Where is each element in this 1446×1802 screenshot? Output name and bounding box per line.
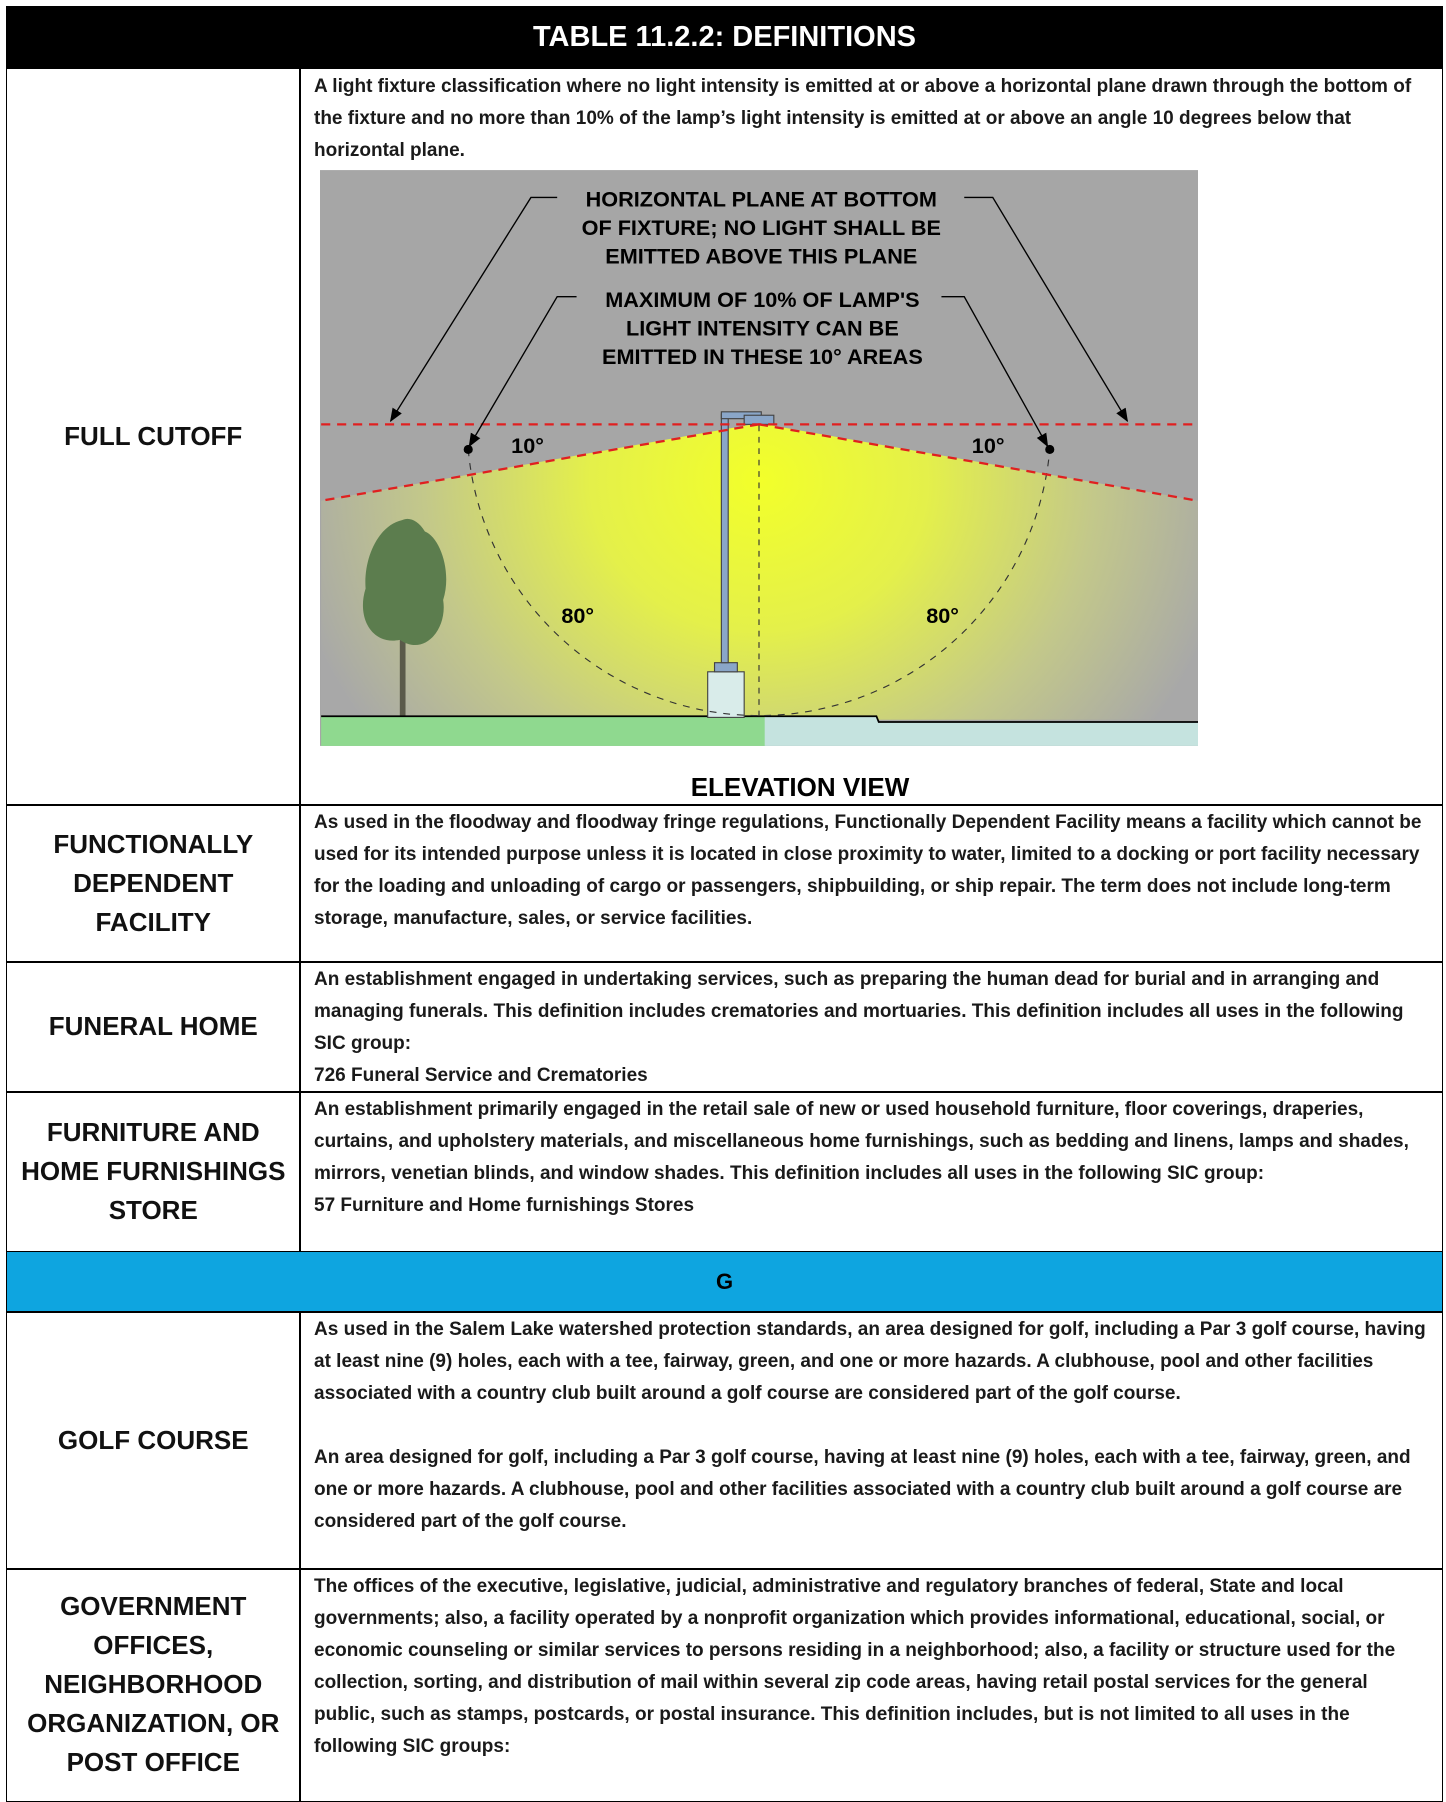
figure-label: EMITTED IN THESE 10° AREAS <box>602 344 923 369</box>
term-cell: FURNITURE AND HOME FURNISHINGS STORE <box>6 1091 301 1253</box>
point <box>463 444 473 455</box>
term-cell: GOLF COURSE <box>6 1311 301 1570</box>
definition-paragraph: The offices of the executive, legislativ… <box>314 1576 1396 1757</box>
definition-cell: An establishment engaged in undertaking … <box>299 961 1443 1093</box>
figure-label: 10° <box>972 433 1005 458</box>
figure-label: MAXIMUM OF 10% OF LAMP'S <box>605 287 919 312</box>
figure-label: OF FIXTURE; NO LIGHT SHALL BE <box>582 215 941 240</box>
ground-line <box>321 715 1198 723</box>
figure-label: EMITTED ABOVE THIS PLANE <box>605 244 917 269</box>
ground-pavement <box>764 716 1198 746</box>
term-cell: FUNCTIONALLY DEPENDENT FACILITY <box>6 804 301 963</box>
definition-cell: An establishment primarily engaged in th… <box>299 1091 1443 1253</box>
definition-paragraph: 57 Furniture and Home furnishings Stores <box>314 1195 695 1216</box>
definition-paragraph: An area designed for golf, including a P… <box>314 1447 1411 1532</box>
pole <box>720 413 729 664</box>
cutoff-right <box>758 423 1198 502</box>
definition-cell: A light fixture classification where no … <box>299 68 1443 806</box>
term-cell: FUNERAL HOME <box>6 961 301 1093</box>
pole-base <box>707 671 745 718</box>
full-cutoff-diagram: HORIZONTAL PLANE AT BOTTOM OF FIXTURE; NO… <box>320 170 1198 746</box>
leader-line <box>389 196 558 423</box>
section-row: G <box>6 1251 1443 1313</box>
definition-cell: The offices of the executive, legislativ… <box>299 1568 1443 1802</box>
definition-paragraph: As used in the Salem Lake watershed prot… <box>314 1319 1426 1404</box>
pole-collar <box>713 662 738 673</box>
ground-grass <box>321 716 766 746</box>
definition-paragraph: 726 Funeral Service and Crematories <box>314 1065 648 1086</box>
definition-paragraph: As used in the floodway and floodway fri… <box>314 812 1422 929</box>
definition-paragraph: An establishment engaged in undertaking … <box>314 969 1404 1054</box>
definition-cell: As used in the Salem Lake watershed prot… <box>299 1311 1443 1570</box>
point <box>1045 444 1055 455</box>
leader-line <box>468 295 577 448</box>
figure-caption: ELEVATION VIEW <box>690 772 910 802</box>
term-cell: GOVERNMENT OFFICES, NEIGHBORHOOD ORGANIZ… <box>6 1568 301 1802</box>
luminaire <box>743 414 775 425</box>
table-title: TABLE 11.2.2: DEFINITIONS <box>6 6 1443 69</box>
figure-label: HORIZONTAL PLANE AT BOTTOM <box>586 187 937 212</box>
tree-trunk <box>399 622 406 718</box>
term-cell: FULL CUTOFF <box>6 68 301 806</box>
figure-label: 80° <box>561 603 594 628</box>
tree-crown <box>362 518 447 646</box>
definition-paragraph: A light fixture classification where no … <box>314 76 1412 161</box>
light-area <box>321 423 1198 720</box>
definition-paragraph: An establishment primarily engaged in th… <box>314 1099 1409 1184</box>
figure-label: 80° <box>926 603 959 628</box>
leader-line <box>964 196 1129 423</box>
figure-label: LIGHT INTENSITY CAN BE <box>626 315 899 340</box>
definition-cell: As used in the floodway and floodway fri… <box>299 804 1443 963</box>
leader-line <box>941 295 1049 448</box>
cutoff-left <box>320 423 760 502</box>
figure-label: 10° <box>511 433 544 458</box>
arc <box>467 449 1051 717</box>
